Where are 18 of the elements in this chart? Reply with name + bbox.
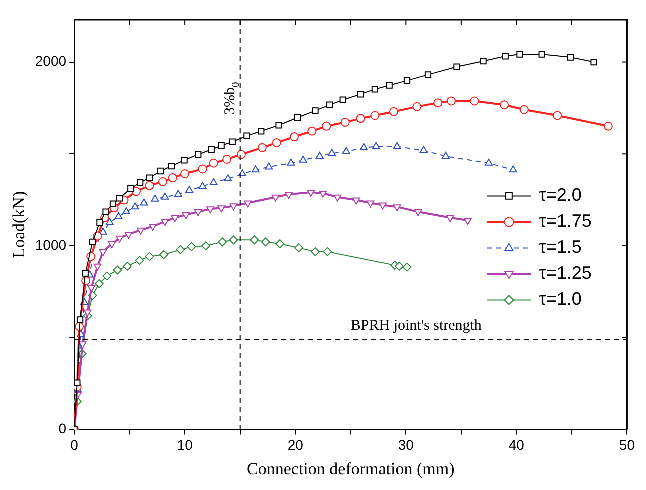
x-axis-title: Connection deformation (mm) [247, 459, 455, 478]
x-tick-label: 0 [70, 437, 79, 454]
y-tick-label: 2000 [35, 53, 67, 70]
ref-line-label: BPRH joint's strength [350, 318, 482, 334]
legend-label: τ=1.0 [539, 289, 582, 310]
x-tick-label: 10 [177, 437, 194, 454]
legend-label: τ=1.5 [539, 237, 582, 258]
y-tick-label: 0 [58, 420, 67, 437]
x-tick-label: 30 [398, 437, 414, 454]
legend-label: τ=1.75 [539, 211, 592, 232]
legend-label: τ=1.25 [539, 263, 592, 284]
y-tick-label: 1000 [35, 236, 67, 253]
ref-line-label: 3%b0 [222, 82, 242, 115]
x-tick-label: 40 [508, 437, 525, 454]
legend-label: τ=2.0 [539, 185, 582, 206]
y-axis-title: Load(kN) [10, 191, 29, 258]
x-tick-label: 20 [288, 437, 304, 454]
x-tick-label: 50 [619, 437, 636, 454]
